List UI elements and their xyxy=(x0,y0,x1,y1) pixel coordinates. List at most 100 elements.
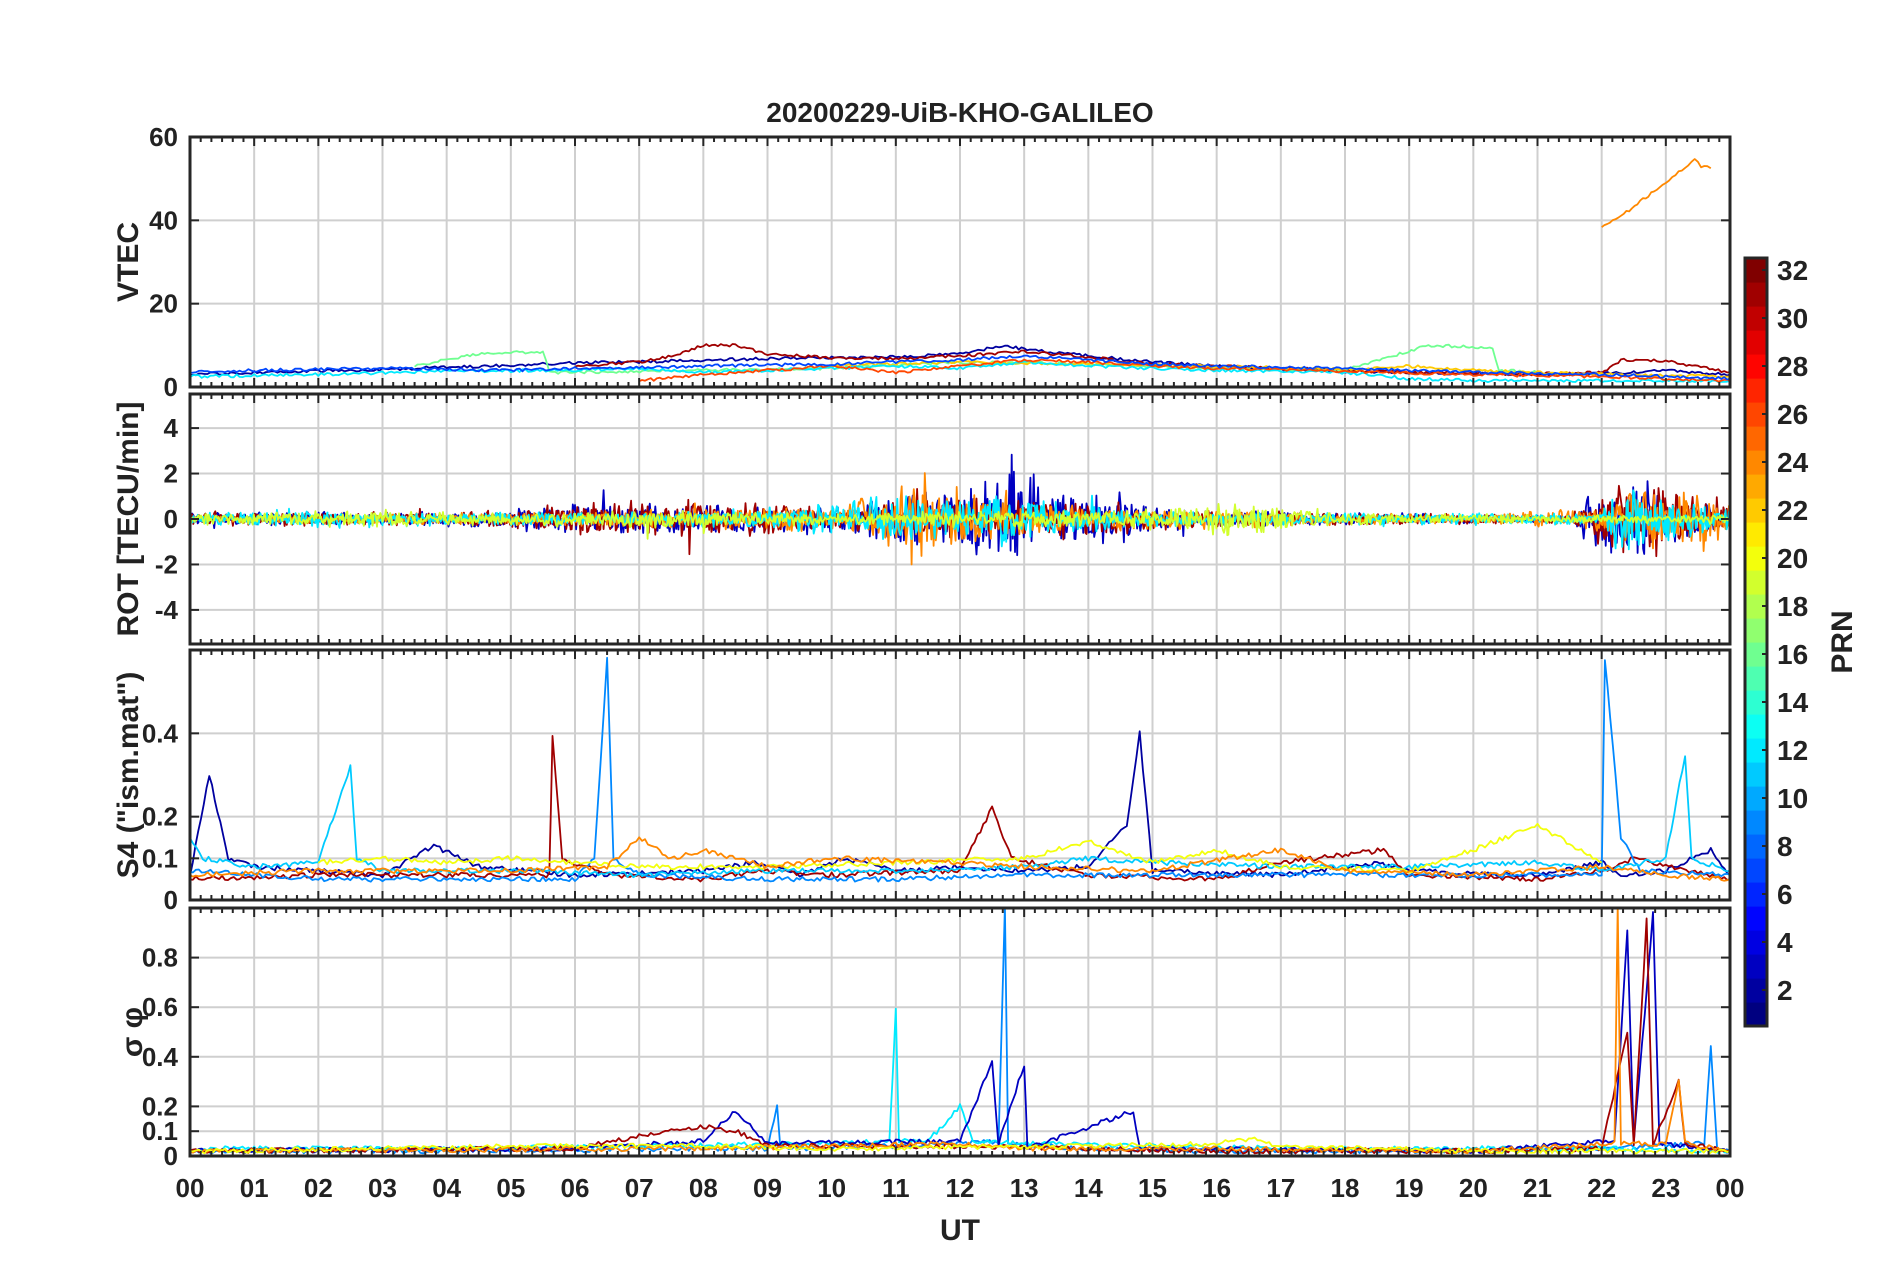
colorbar-swatch-28 xyxy=(1745,354,1767,379)
y-tick-label: 0.8 xyxy=(142,943,178,973)
colorbar-swatch-5 xyxy=(1745,906,1767,931)
colorbar-swatch-17 xyxy=(1745,618,1767,643)
colorbar-tick-label: 18 xyxy=(1777,591,1808,622)
colorbar-swatch-26 xyxy=(1745,402,1767,427)
colorbar-swatch-13 xyxy=(1745,714,1767,739)
series-line-prn-26 xyxy=(638,358,1730,383)
colorbar-swatch-4 xyxy=(1745,930,1767,955)
colorbar-swatch-8 xyxy=(1745,834,1767,859)
colorbar-swatch-24 xyxy=(1745,450,1767,475)
colorbar-swatch-14 xyxy=(1745,690,1767,715)
y-tick-label: 0.2 xyxy=(142,802,178,832)
colorbar-tick-label: 26 xyxy=(1777,399,1808,430)
x-tick-label: 17 xyxy=(1266,1173,1295,1203)
y-axis-label-s4: S4 ("ism.mat") xyxy=(112,672,145,879)
colorbar-tick-label: 22 xyxy=(1777,495,1808,526)
x-tick-label: 22 xyxy=(1587,1173,1616,1203)
colorbar-swatch-10 xyxy=(1745,786,1767,811)
x-tick-label: 18 xyxy=(1331,1173,1360,1203)
colorbar-swatch-7 xyxy=(1745,858,1767,883)
colorbar-swatch-2 xyxy=(1745,978,1767,1003)
x-tick-label: 21 xyxy=(1523,1173,1552,1203)
x-tick-label: 23 xyxy=(1651,1173,1680,1203)
x-tick-label: 10 xyxy=(817,1173,846,1203)
x-tick-label: 11 xyxy=(882,1173,910,1203)
y-axis-label-vtec: VTEC xyxy=(112,222,145,302)
colorbar-tick-label: 24 xyxy=(1777,447,1809,478)
chart-title: 20200229-UiB-KHO-GALILEO xyxy=(766,97,1153,128)
y-tick-label: 0.2 xyxy=(142,1091,178,1121)
colorbar-tick-label: 32 xyxy=(1777,255,1808,286)
series-line-prn-2 xyxy=(190,730,1730,879)
colorbar-tick-label: 10 xyxy=(1777,783,1808,814)
series-line-prn-24 xyxy=(1601,158,1712,228)
x-tick-label: 07 xyxy=(625,1173,654,1203)
y-tick-label: 20 xyxy=(149,289,178,319)
colorbar-swatch-9 xyxy=(1745,810,1767,835)
y-tick-label: 4 xyxy=(164,413,179,443)
x-tick-label: 09 xyxy=(753,1173,782,1203)
colorbar-swatch-29 xyxy=(1745,330,1767,355)
colorbar-swatch-6 xyxy=(1745,882,1767,907)
series-line-prn-20 xyxy=(317,822,1603,874)
y-tick-label: 0.4 xyxy=(142,1042,179,1072)
series-line-prn-7 xyxy=(190,354,1730,381)
traces-vtec xyxy=(190,158,1730,384)
x-tick-label: 19 xyxy=(1395,1173,1424,1203)
colorbar-swatch-22 xyxy=(1745,498,1767,523)
x-tick-label: 16 xyxy=(1202,1173,1231,1203)
colorbar-swatch-18 xyxy=(1745,594,1767,619)
colorbar-frame xyxy=(1743,256,1769,1028)
colorbar-swatch-15 xyxy=(1745,666,1767,691)
colorbar-tick-label: 20 xyxy=(1777,543,1808,574)
traces-rot xyxy=(190,453,1730,566)
colorbar-tick-label: 8 xyxy=(1777,831,1793,862)
panel-rot: -4 -2 0 2 4 ROT [TECU/min] xyxy=(112,392,1732,646)
y-tick-label: 0 xyxy=(164,504,178,534)
y-tick-label: -2 xyxy=(155,549,178,579)
x-axis-label: UT xyxy=(940,1214,980,1247)
x-tick-label: 03 xyxy=(368,1173,397,1203)
y-tick-label: 0.1 xyxy=(142,843,178,873)
colorbar-swatch-27 xyxy=(1745,378,1767,403)
panel-sigma_phi: 00.10.2 0.4 0.6 0.8 σ φ xyxy=(116,906,1732,1171)
colorbar-tick-label: 2 xyxy=(1777,975,1793,1006)
series-line-prn-9 xyxy=(190,656,1730,883)
colorbar-swatch-12 xyxy=(1745,738,1767,763)
x-tick-label: 04 xyxy=(432,1173,461,1203)
x-tick-label: 08 xyxy=(689,1173,718,1203)
x-tick-label: 05 xyxy=(496,1173,525,1203)
x-tick-label: 00 xyxy=(1716,1173,1745,1203)
x-tick-label: 20 xyxy=(1459,1173,1488,1203)
series-line-prn-2 xyxy=(190,344,1730,377)
y-tick-label: 0.6 xyxy=(142,992,178,1022)
colorbar-swatch-30 xyxy=(1745,306,1767,331)
y-tick-label: 0 xyxy=(164,372,178,402)
y-tick-label: 2 xyxy=(164,459,178,489)
colorbar-swatch-19 xyxy=(1745,570,1767,595)
colorbar-tick-label: 30 xyxy=(1777,303,1808,334)
colorbar-tick-label: 16 xyxy=(1777,639,1808,670)
series-line-prn-24 xyxy=(190,836,1730,882)
colorbar-swatch-20 xyxy=(1745,546,1767,571)
colorbar-swatch-23 xyxy=(1745,474,1767,499)
y-tick-label: -4 xyxy=(155,595,179,625)
colorbar-swatch-3 xyxy=(1745,954,1767,979)
x-tick-label: 00 xyxy=(176,1173,205,1203)
y-axis-label-rot: ROT [TECU/min] xyxy=(112,402,145,637)
series-line-prn-31 xyxy=(190,735,1730,883)
colorbar-swatch-16 xyxy=(1745,642,1767,667)
y-tick-label: 0 xyxy=(164,1141,178,1171)
x-tick-label: 15 xyxy=(1138,1173,1167,1203)
x-tick-label: 01 xyxy=(240,1173,269,1203)
y-tick-label: 0 xyxy=(164,885,178,915)
colorbar-tick-label: 14 xyxy=(1777,687,1809,718)
y-tick-label: 40 xyxy=(149,205,178,235)
colorbar-tick-label: 12 xyxy=(1777,735,1808,766)
x-tick-label: 12 xyxy=(946,1173,975,1203)
traces-s4 xyxy=(190,656,1730,883)
colorbar-tick-label: 28 xyxy=(1777,351,1808,382)
colorbar-tick-label: 6 xyxy=(1777,879,1793,910)
